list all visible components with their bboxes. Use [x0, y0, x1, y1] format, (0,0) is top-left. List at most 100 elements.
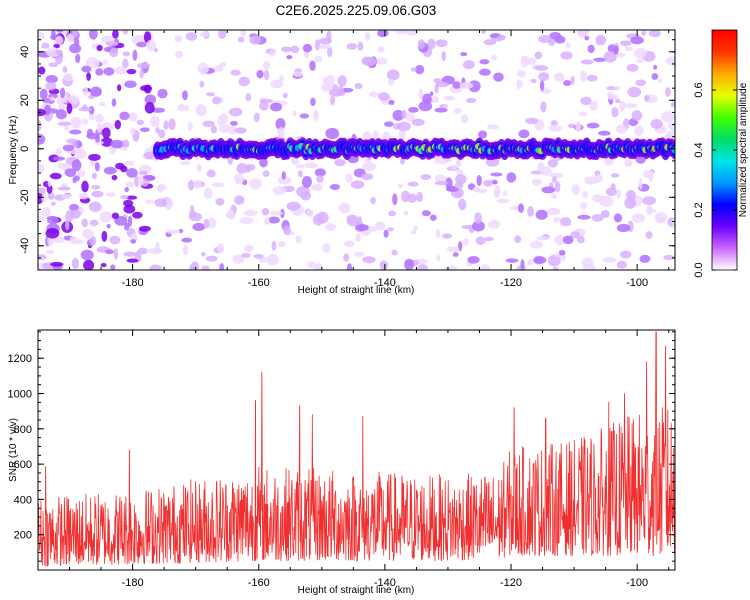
spectral-speckle [114, 216, 128, 226]
spectral-speckle [111, 98, 117, 107]
spectral-speckle [615, 98, 621, 104]
spectral-speckle [103, 166, 117, 175]
spectral-speckle [394, 30, 408, 34]
spectral-speckle [453, 108, 462, 114]
spectral-speckle [434, 180, 449, 186]
snr-ytick-label: 1200 [8, 353, 32, 365]
spectral-speckle [418, 88, 424, 100]
spectral-speckle [139, 68, 144, 79]
spectral-speckle [120, 194, 129, 200]
spectral-speckle [443, 95, 455, 101]
spectral-speckle [157, 183, 164, 193]
colorbar-tick-label: 0.4 [693, 142, 705, 157]
spectral-speckle [74, 38, 80, 47]
spectral-speckle [399, 158, 406, 165]
spectral-speckle [189, 205, 195, 213]
spectral-speckle [163, 120, 169, 130]
spectral-speckle [578, 111, 588, 116]
spectral-speckle [491, 179, 498, 185]
colorbar-label: Normalized spectral amplitude [738, 82, 749, 217]
spectral-speckle [436, 255, 441, 262]
spectral-speckle [611, 107, 619, 118]
spectral-speckle [406, 193, 418, 203]
spectral-speckle [609, 94, 619, 101]
spectral-speckle [407, 181, 419, 187]
spectral-speckle [137, 175, 144, 186]
spectral-speckle [481, 30, 486, 35]
spectral-speckle [314, 262, 324, 270]
spectral-speckle [387, 227, 394, 232]
spectral-speckle [203, 187, 213, 199]
spectral-speckle [102, 59, 108, 65]
spectral-speckle [452, 252, 459, 257]
spectral-speckle [144, 102, 155, 114]
spectral-speckle [420, 174, 432, 180]
spectral-speckle [346, 263, 353, 270]
spectral-speckle [487, 124, 500, 130]
spectral-speckle [663, 254, 675, 261]
spectral-speckle [587, 44, 595, 54]
spectral-speckle [130, 127, 136, 136]
colorbar-tick-label: 0.6 [693, 82, 705, 97]
spectral-speckle [421, 210, 431, 217]
spectral-speckle [538, 35, 552, 44]
spectral-speckle [580, 96, 592, 106]
spectral-speckle [374, 221, 386, 231]
spectral-speckle [122, 58, 129, 69]
spectral-speckle [177, 104, 185, 112]
spectral-speckle [364, 32, 371, 41]
spectral-speckle [219, 113, 229, 125]
spectral-speckle [436, 81, 449, 88]
spectral-speckle [613, 213, 623, 223]
colorbar-ticks: 0.0 0.2 0.4 0.6 [693, 82, 737, 278]
spectral-speckle [534, 65, 549, 71]
colorbar-gradient [712, 30, 737, 270]
spectral-speckle [71, 30, 79, 38]
spectral-speckle [446, 246, 460, 252]
spectral-speckle [350, 180, 365, 189]
spectral-speckle [536, 236, 550, 241]
spectral-speckle [580, 202, 588, 210]
spectrogram-xtick-label: -180 [122, 277, 144, 289]
spectral-speckle [577, 236, 585, 244]
spectral-speckle [136, 62, 151, 69]
spectral-speckle [99, 211, 113, 223]
spectral-speckle [218, 62, 227, 67]
spectral-speckle [416, 191, 423, 203]
spectral-speckle [70, 116, 82, 129]
spectral-speckle [302, 43, 313, 53]
spectral-speckle [38, 31, 45, 42]
chart-title: C2E6.2025.225.09.06.G03 [276, 3, 437, 18]
spectral-speckle [343, 240, 355, 248]
spectral-speckle [69, 203, 79, 212]
spectral-speckle [239, 216, 254, 225]
spectral-speckle [53, 43, 60, 49]
spectral-speckle [114, 119, 122, 130]
spectrogram-ytick-label: -20 [19, 189, 31, 205]
spectral-speckle [50, 201, 56, 206]
spectral-speckle [94, 162, 100, 172]
spectral-speckle [496, 34, 507, 41]
spectral-speckle [144, 199, 154, 204]
spectral-speckle [560, 217, 572, 226]
spectral-speckle [316, 211, 329, 224]
spectral-speckle [73, 239, 84, 245]
spectral-speckle [493, 189, 500, 199]
spectral-speckle [549, 31, 562, 40]
spectral-speckle [151, 107, 165, 113]
spectral-speckle [565, 42, 571, 49]
spectral-speckle [518, 129, 530, 139]
spectral-speckle [362, 131, 372, 142]
spectral-speckle [202, 120, 215, 128]
spectral-speckle [620, 250, 632, 259]
spectral-speckle [234, 127, 247, 134]
spectral-speckle [388, 210, 397, 217]
spectral-speckle [527, 258, 533, 266]
spectral-speckle [100, 137, 113, 147]
spectral-speckle [634, 47, 647, 59]
spectral-speckle [391, 249, 398, 256]
spectral-speckle [553, 72, 565, 82]
spectral-speckle [66, 103, 73, 114]
spectral-speckle [518, 203, 525, 214]
spectral-speckle [653, 64, 658, 70]
